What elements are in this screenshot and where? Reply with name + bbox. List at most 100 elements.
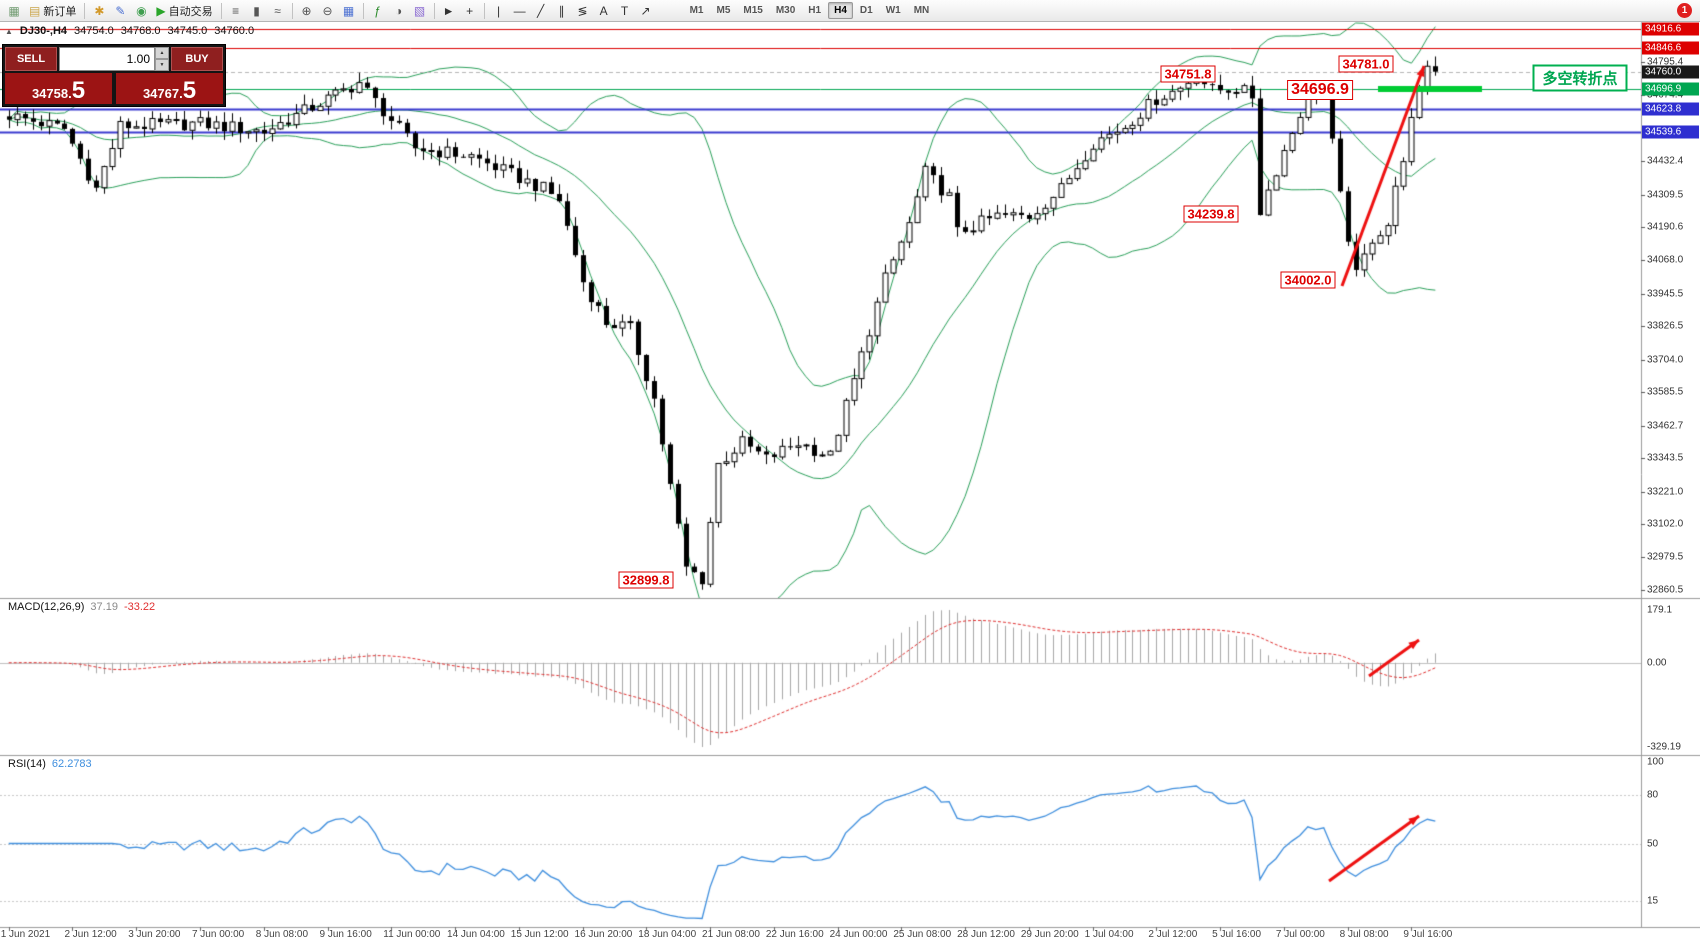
ohlc-open: 34754.0 <box>74 25 114 37</box>
bar-chart-button[interactable]: ≡ <box>226 1 246 20</box>
buy-price[interactable]: 34767. 5 <box>116 73 223 104</box>
time-axis-label: 9 Jul 16:00 <box>1403 929 1453 940</box>
indicators-button[interactable]: ƒ <box>368 1 388 20</box>
volume-down-button[interactable]: ▼ <box>155 59 169 71</box>
macd-signal-value: -33.22 <box>123 601 156 613</box>
time-axis-label: 24 Jun 00:00 <box>829 929 888 940</box>
symbol-period-label: DJ30-,H4 <box>19 25 67 37</box>
price-annotation[interactable]: 34002.0 <box>1280 271 1336 289</box>
zoom-in-icon: ⊕ <box>301 3 312 18</box>
experts-button[interactable]: ✎ <box>110 1 130 20</box>
new-order-icon: ▤ <box>29 3 41 18</box>
buy-price-big: 5 <box>182 77 197 104</box>
price-annotation[interactable]: 34781.0 <box>1338 55 1394 73</box>
toolbar-separator <box>483 2 485 19</box>
time-axis-label: 11 Jun 00:00 <box>383 929 441 940</box>
toolbar-separator <box>433 2 435 19</box>
time-axis-label: 29 Jun 20:00 <box>1020 929 1079 940</box>
cursor-button[interactable]: ► <box>439 1 459 20</box>
sell-price-big: 5 <box>71 77 86 104</box>
toolbar-separator <box>291 2 293 19</box>
timeframe-m1[interactable]: M1 <box>689 5 704 16</box>
zoom-in-button[interactable]: ⊕ <box>297 1 317 20</box>
vline-button[interactable]: | <box>489 1 509 20</box>
fibo-button[interactable]: ≶ <box>573 1 593 20</box>
buy-button[interactable]: BUY <box>171 47 223 71</box>
crosshair-button[interactable]: + <box>460 1 480 20</box>
channel-button[interactable]: ∥ <box>552 1 572 20</box>
indicators-icon: ƒ <box>374 3 381 18</box>
volume-input[interactable]: 1.00 <box>59 47 155 71</box>
channel-icon: ∥ <box>558 3 565 18</box>
line-chart-icon: ≈ <box>274 3 281 18</box>
text-icon: A <box>599 3 608 18</box>
rsi-value: 62.2783 <box>51 758 92 770</box>
toolbar-separator <box>220 2 222 19</box>
autotrade-button[interactable]: ▶ 自动交易 <box>152 1 216 20</box>
toolbar-separator <box>84 2 86 19</box>
time-axis-label: 8 Jul 08:00 <box>1339 929 1389 940</box>
timeframe-m30[interactable]: M30 <box>775 5 796 16</box>
notification-badge[interactable]: 1 <box>1677 3 1692 18</box>
arrows-button[interactable]: ↗ <box>636 1 656 20</box>
timeframe-mn[interactable]: MN <box>913 5 930 16</box>
autotrade-button-label: 自动交易 <box>168 5 213 18</box>
time-axis-label: 25 Jun 08:00 <box>893 929 952 940</box>
hammer-icon: ✱ <box>94 3 105 18</box>
timeframe-w1[interactable]: W1 <box>885 5 901 16</box>
time-axis-label: 15 Jun 12:00 <box>510 929 569 940</box>
tile-windows-icon: ▦ <box>342 3 355 18</box>
time-axis-label: 18 Jun 04:00 <box>638 929 697 940</box>
time-axis-label: 14 Jun 04:00 <box>447 929 505 940</box>
zoom-out-button[interactable]: ⊖ <box>318 1 338 20</box>
ohlc-close: 34760.0 <box>214 25 255 37</box>
tools-hammer-button[interactable]: ✱ <box>89 1 109 20</box>
cursor-icon: ► <box>442 3 455 18</box>
tile-windows-button[interactable]: ▦ <box>339 1 359 20</box>
horizontal-line-icon: — <box>513 3 526 18</box>
price-annotation[interactable]: 32899.8 <box>618 571 674 589</box>
line-chart-button[interactable]: ≈ <box>268 1 288 20</box>
trendline-button[interactable]: ╱ <box>531 1 551 20</box>
label-button[interactable]: T <box>615 1 635 20</box>
new-chart-button[interactable]: ▦ <box>4 1 24 20</box>
time-axis-label: 2 Jun 12:00 <box>64 929 117 940</box>
timeframe-h1[interactable]: H1 <box>808 5 822 16</box>
timeframe-d1[interactable]: D1 <box>859 5 873 16</box>
volume-up-button[interactable]: ▲ <box>155 47 169 59</box>
text-button[interactable]: A <box>594 1 614 20</box>
sell-button[interactable]: SELL <box>5 47 57 71</box>
new-order-button[interactable]: ▤ 新订单 <box>25 1 80 20</box>
market-button[interactable]: ◉ <box>131 1 151 20</box>
sell-price-small: 34758. <box>31 85 72 101</box>
time-axis[interactable]: 1 Jun 2021 2 Jun 12:00 3 Jun 20:00 7 Jun 00… <box>0 929 1700 942</box>
ohlc-high: 34768.0 <box>120 25 161 37</box>
rsi-indicator-label: RSI(14) 62.2783 <box>8 758 92 770</box>
bar-chart-icon: ≡ <box>232 3 240 18</box>
rsi-name: RSI(14) <box>8 758 46 770</box>
buy-price-small: 34767. <box>142 85 183 101</box>
timeframe-m15[interactable]: M15 <box>743 5 763 16</box>
price-annotation[interactable]: 34239.8 <box>1183 205 1239 223</box>
periods-button[interactable]: ◑ <box>389 1 409 20</box>
turning-point-note[interactable]: 多空转折点 <box>1532 64 1628 92</box>
candle-chart-button[interactable]: ▮ <box>247 1 267 20</box>
market-globe-icon: ◉ <box>136 3 147 18</box>
timeframe-h4[interactable]: H4 <box>828 2 853 19</box>
price-annotation[interactable]: 34696.9 <box>1287 80 1353 100</box>
candlestick-icon: ▮ <box>253 3 260 18</box>
timeframe-m5[interactable]: M5 <box>716 5 731 16</box>
price-annotation[interactable]: 34751.8 <box>1160 65 1216 83</box>
experts-icon: ✎ <box>115 3 126 18</box>
volume-control: 1.00 ▲ ▼ <box>59 47 169 71</box>
zoom-out-icon: ⊖ <box>322 3 333 18</box>
sell-price[interactable]: 34758. 5 <box>5 73 112 104</box>
time-axis-label: 21 Jun 08:00 <box>702 929 760 940</box>
hline-button[interactable]: — <box>510 1 530 20</box>
main-toolbar: 1 ▦ ▤ 新订单 ✱ ✎ ◉ ▶ 自动交易 ≡ ▮ ≈ ⊕ ⊖ ▦ ƒ ◑ ▧ ► + | — ╱ ∥ ≶ A T ↗ M1 M5 M1… <box>0 0 1700 22</box>
one-click-panel-toggle[interactable]: ▲ <box>5 26 13 36</box>
time-axis-label: 3 Jun 20:00 <box>128 929 181 940</box>
fibonacci-icon: ≶ <box>577 3 588 18</box>
templates-button[interactable]: ▧ <box>410 1 430 20</box>
